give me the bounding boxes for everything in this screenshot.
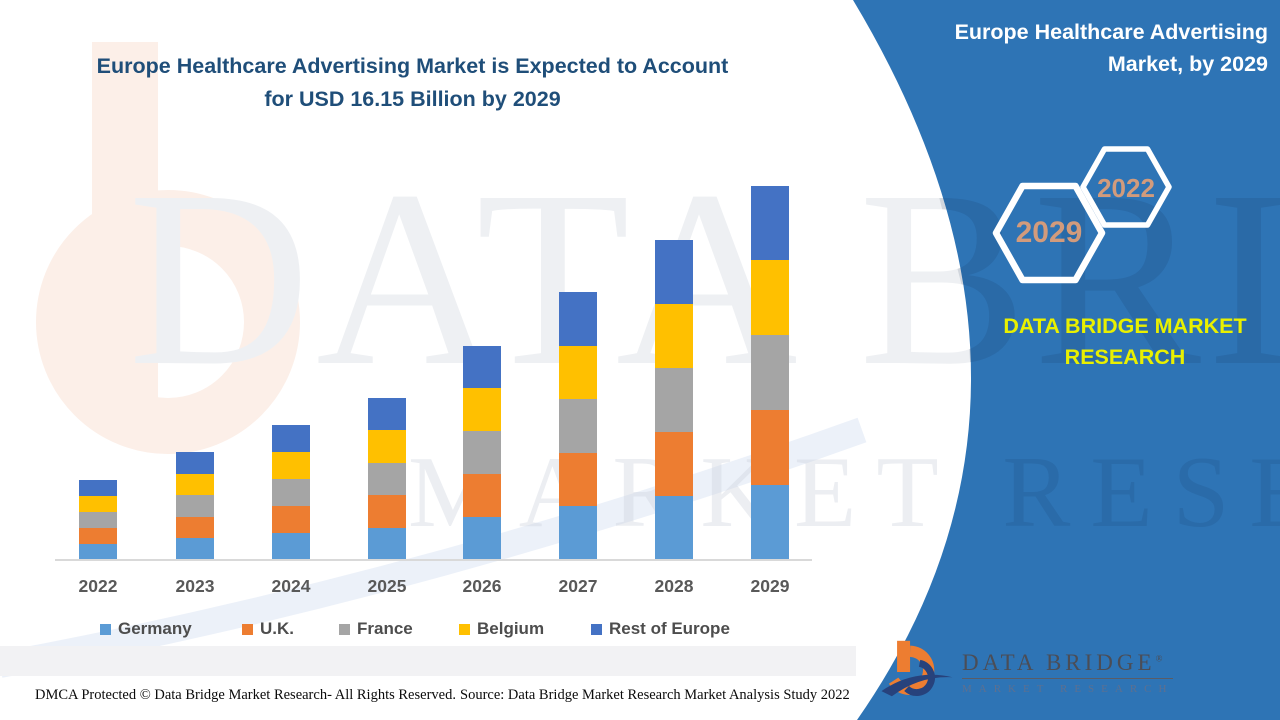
bar-segment-2024-rest-of-europe — [272, 424, 310, 452]
bar-segment-2024-belgium — [272, 451, 310, 479]
bar-segment-2026-belgium — [463, 388, 501, 432]
bar-segment-2029-u-k- — [751, 410, 789, 486]
legend-swatch-icon — [591, 623, 602, 635]
legend-divider-band — [0, 646, 856, 676]
legend-swatch-icon — [339, 623, 350, 635]
bar-segment-2029-germany — [751, 485, 789, 560]
bar-segment-2025-rest-of-europe — [368, 397, 406, 430]
bar-segment-2026-rest-of-europe — [463, 345, 501, 389]
x-axis-label-2024: 2024 — [271, 576, 311, 596]
bar-segment-2027-u-k- — [559, 452, 597, 507]
bar-segment-2025-france — [368, 462, 406, 495]
bar-segment-2026-france — [463, 431, 501, 475]
legend-item-u-k-: U.K. — [242, 619, 294, 639]
bar-segment-2023-rest-of-europe — [176, 452, 214, 474]
x-axis-label-2028: 2028 — [654, 576, 694, 596]
page-title-line1: Europe Healthcare Advertising Market is … — [96, 54, 729, 78]
bar-segment-2028-germany — [655, 496, 693, 560]
bar-segment-2029-rest-of-europe — [751, 185, 789, 261]
bar-segment-2022-germany — [79, 544, 117, 560]
bar-segment-2024-germany — [272, 532, 310, 560]
x-axis-label-2023: 2023 — [175, 576, 215, 596]
bar-segment-2023-france — [176, 495, 214, 517]
x-axis-label-2029: 2029 — [750, 576, 790, 596]
bar-segment-2024-u-k- — [272, 505, 310, 533]
bar-segment-2027-belgium — [559, 345, 597, 400]
bar-2029 — [751, 185, 789, 560]
bar-2027 — [559, 292, 597, 560]
bar-segment-2025-u-k- — [368, 495, 406, 528]
bar-segment-2022-belgium — [79, 496, 117, 512]
x-axis-label-2025: 2025 — [367, 576, 407, 596]
bar-segment-2026-u-k- — [463, 474, 501, 518]
legend-label: Rest of Europe — [609, 619, 730, 638]
legend-label: U.K. — [260, 619, 294, 638]
bar-segment-2028-u-k- — [655, 432, 693, 496]
legend-item-germany: Germany — [100, 619, 192, 639]
data-bridge-logo-icon — [881, 640, 953, 697]
bar-segment-2022-france — [79, 512, 117, 528]
legend-label: Germany — [118, 619, 192, 638]
bar-2026 — [463, 345, 501, 560]
legend-item-france: France — [339, 619, 413, 639]
page-title-line2: for USD 16.15 Billion by 2029 — [264, 87, 561, 111]
bar-2022 — [79, 480, 117, 560]
legend-swatch-icon — [459, 623, 470, 635]
x-axis-label-2027: 2027 — [558, 576, 598, 596]
data-bridge-logo: DATA BRIDGE® MARKET RESEARCH — [878, 636, 1174, 708]
legend-label: Belgium — [477, 619, 545, 638]
logo-wordmark: DATA BRIDGE® — [962, 649, 1174, 679]
x-axis-label-2026: 2026 — [462, 576, 502, 596]
bar-2028 — [655, 240, 693, 560]
x-axis-line — [55, 559, 812, 561]
bar-segment-2028-france — [655, 368, 693, 432]
legend-swatch-icon — [242, 623, 253, 635]
bar-segment-2027-germany — [559, 506, 597, 560]
legend-swatch-icon — [100, 623, 111, 635]
legend-item-belgium: Belgium — [459, 619, 544, 639]
legend-label: France — [357, 619, 413, 638]
bar-segment-2028-belgium — [655, 304, 693, 368]
bar-segment-2025-belgium — [368, 430, 406, 463]
bar-segment-2029-belgium — [751, 260, 789, 336]
bar-segment-2022-u-k- — [79, 528, 117, 544]
logo-subtitle: MARKET RESEARCH — [962, 682, 1174, 695]
bar-segment-2028-rest-of-europe — [655, 240, 693, 304]
logo-wordmark-text: DATA BRIDGE — [962, 649, 1156, 675]
bar-segment-2024-france — [272, 478, 310, 506]
bar-segment-2022-rest-of-europe — [79, 480, 117, 496]
bar-segment-2027-rest-of-europe — [559, 292, 597, 346]
bar-segment-2029-france — [751, 335, 789, 411]
legend-item-rest-of-europe: Rest of Europe — [591, 619, 730, 639]
bar-segment-2025-germany — [368, 527, 406, 560]
bar-segment-2027-france — [559, 399, 597, 453]
registered-mark: ® — [1155, 652, 1167, 663]
bar-segment-2023-germany — [176, 538, 214, 560]
bar-2025 — [368, 397, 406, 560]
bar-segment-2023-belgium — [176, 473, 214, 496]
bar-segment-2026-germany — [463, 517, 501, 560]
page-title: Europe Healthcare Advertising Market is … — [55, 50, 770, 116]
x-axis-label-2022: 2022 — [78, 576, 118, 596]
bar-2024 — [272, 424, 310, 560]
bar-2023 — [176, 452, 214, 560]
bar-segment-2023-u-k- — [176, 516, 214, 539]
